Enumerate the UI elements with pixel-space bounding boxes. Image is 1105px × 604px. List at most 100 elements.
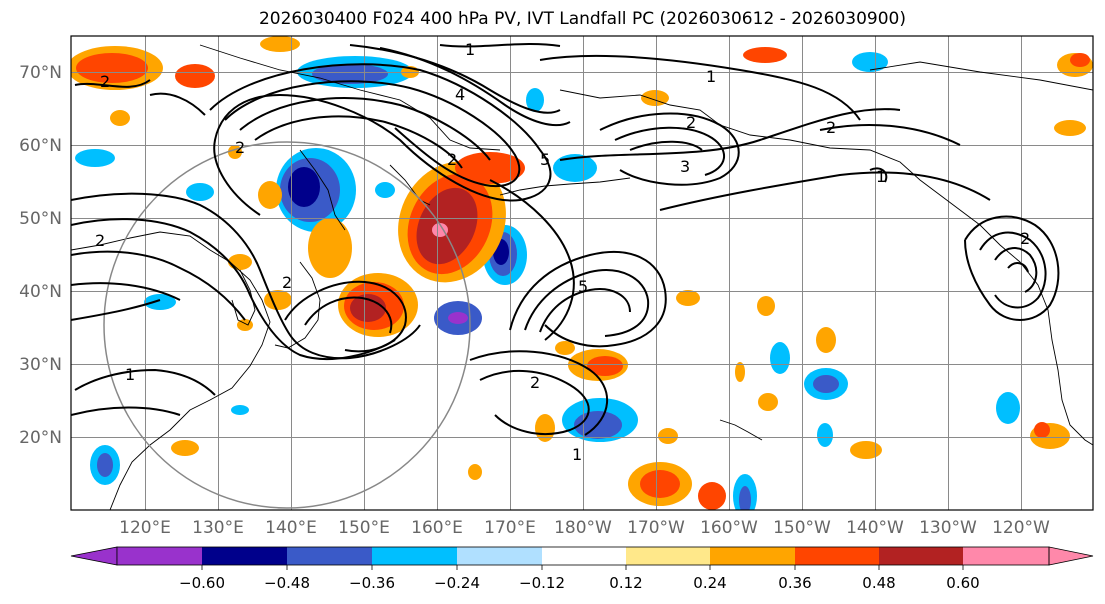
contour-line <box>819 124 961 146</box>
ivt-contours <box>71 43 1060 436</box>
lon-tick-label: 130°W <box>919 518 977 538</box>
contour-labels: 2 2 1 2 1 2 1 2 3 2 1 4 5 5 2 1 2 2 <box>95 40 1030 464</box>
pv-anomaly-positive <box>758 393 778 411</box>
pv-anomaly-negative <box>739 486 751 510</box>
contour-line <box>559 108 901 161</box>
pv-anomaly-negative <box>996 392 1020 424</box>
pv-anomaly-positive <box>175 64 215 88</box>
contour-line <box>599 112 740 186</box>
pv-anomaly-negative <box>186 183 214 201</box>
colorbar-segment <box>963 547 1049 565</box>
contour-line <box>469 350 608 436</box>
contour-label: 2 <box>95 231 105 250</box>
lon-tick-label: 160°W <box>700 518 758 538</box>
coastline-aleutians <box>499 177 631 196</box>
colorbar-tick-label: −0.24 <box>434 574 480 592</box>
contour-line <box>659 171 991 211</box>
contour-line <box>439 43 561 48</box>
pv-anomaly-positive <box>432 223 448 237</box>
lon-tick-label: 120°E <box>119 518 171 538</box>
pv-anomaly-positive <box>264 290 292 310</box>
pv-anomaly-positive <box>258 181 282 209</box>
colorbar-tick-label: 0.24 <box>693 574 726 592</box>
colorbar-tick-label: 0.48 <box>862 574 895 592</box>
lat-tick-label: 70°N <box>19 63 62 83</box>
lat-tick-label: 20°N <box>19 428 62 448</box>
pv-anomaly-positive <box>735 362 745 382</box>
contour-line <box>489 179 575 341</box>
pv-anomaly-positive <box>350 294 386 322</box>
pv-anomaly-positive <box>816 327 836 353</box>
lon-tick-label: 130°E <box>192 518 244 538</box>
colorbar-frame <box>116 546 1050 566</box>
lon-tick-label: 150°E <box>338 518 390 538</box>
pv-anomaly-negative <box>375 182 395 198</box>
contour-line <box>964 215 1060 321</box>
colorbar-tick-label: 0.36 <box>778 574 811 592</box>
coastline-korea <box>231 269 256 326</box>
coastline-hawaii <box>719 419 763 441</box>
colorbar-ticks <box>201 565 964 570</box>
contour-line <box>71 250 246 321</box>
contour-label: 1 <box>876 167 886 186</box>
graticule <box>71 36 1093 510</box>
pv-anomaly-positive <box>1054 120 1086 136</box>
pv-anomaly-positive <box>110 110 130 126</box>
pv-anomaly-negative <box>231 405 249 415</box>
contour-line <box>209 63 552 216</box>
pv-anomaly-positive <box>640 470 680 498</box>
pv-anomaly-positive <box>698 482 726 510</box>
pv-anomaly-positive <box>535 414 555 442</box>
contour-label: 3 <box>680 157 690 176</box>
contour-line <box>479 369 590 436</box>
contour-label: 5 <box>540 150 550 169</box>
contour-line <box>71 406 181 416</box>
colorbar-segment <box>710 547 795 565</box>
colorbar-segment <box>287 547 372 565</box>
colorbar-segment <box>542 547 626 565</box>
contour-line <box>509 250 667 348</box>
lat-tick-label: 50°N <box>19 209 62 229</box>
pv-anomaly-positive <box>1034 422 1050 438</box>
pv-anomaly-negative <box>97 453 113 477</box>
contour-line <box>629 140 703 151</box>
pv-anomaly-positive <box>658 428 678 444</box>
pv-anomaly-negative <box>553 154 597 182</box>
colorbar-segment <box>795 547 879 565</box>
colorbar-tick-label: −0.36 <box>349 574 395 592</box>
contour-label: 4 <box>455 85 465 104</box>
pv-anomaly-negative <box>817 423 833 447</box>
contour-label: 2 <box>686 113 696 132</box>
contour-label: 5 <box>578 277 588 296</box>
colorbar-segment <box>202 547 287 565</box>
contour-label: 2 <box>826 118 836 137</box>
contour-label: 2 <box>530 373 540 392</box>
landfall-circle <box>103 141 471 509</box>
pv-anomaly-negative <box>448 312 468 324</box>
pv-anomaly-positive <box>757 296 775 316</box>
contour-line <box>379 47 571 127</box>
colorbar-tick-label: −0.12 <box>519 574 565 592</box>
contour-line <box>254 115 463 169</box>
colorbar-segment <box>879 547 963 565</box>
contour-line <box>994 247 1038 293</box>
pv-anomaly-positive <box>308 218 352 278</box>
colorbar-tick-label: −0.60 <box>179 574 225 592</box>
pv-anomaly-positive <box>468 464 482 480</box>
pv-anomaly-negative <box>144 294 176 310</box>
contour-label: 2 <box>235 138 245 157</box>
coastline-alaska <box>559 89 1093 446</box>
pv-anomaly-positive <box>555 341 575 355</box>
lat-tick-label: 60°N <box>19 136 62 156</box>
contour-line <box>1007 262 1029 273</box>
contour-line <box>284 280 407 353</box>
pv-anomaly-negative <box>813 375 839 393</box>
pv-anomaly-positive <box>228 254 252 270</box>
contour-line <box>71 282 181 301</box>
colorbar-segment <box>372 547 457 565</box>
contour-label: 1 <box>465 40 475 59</box>
contour-line <box>239 97 491 161</box>
contour-line <box>614 126 725 176</box>
contour-line <box>224 80 521 188</box>
coastline-siberia <box>199 44 501 151</box>
